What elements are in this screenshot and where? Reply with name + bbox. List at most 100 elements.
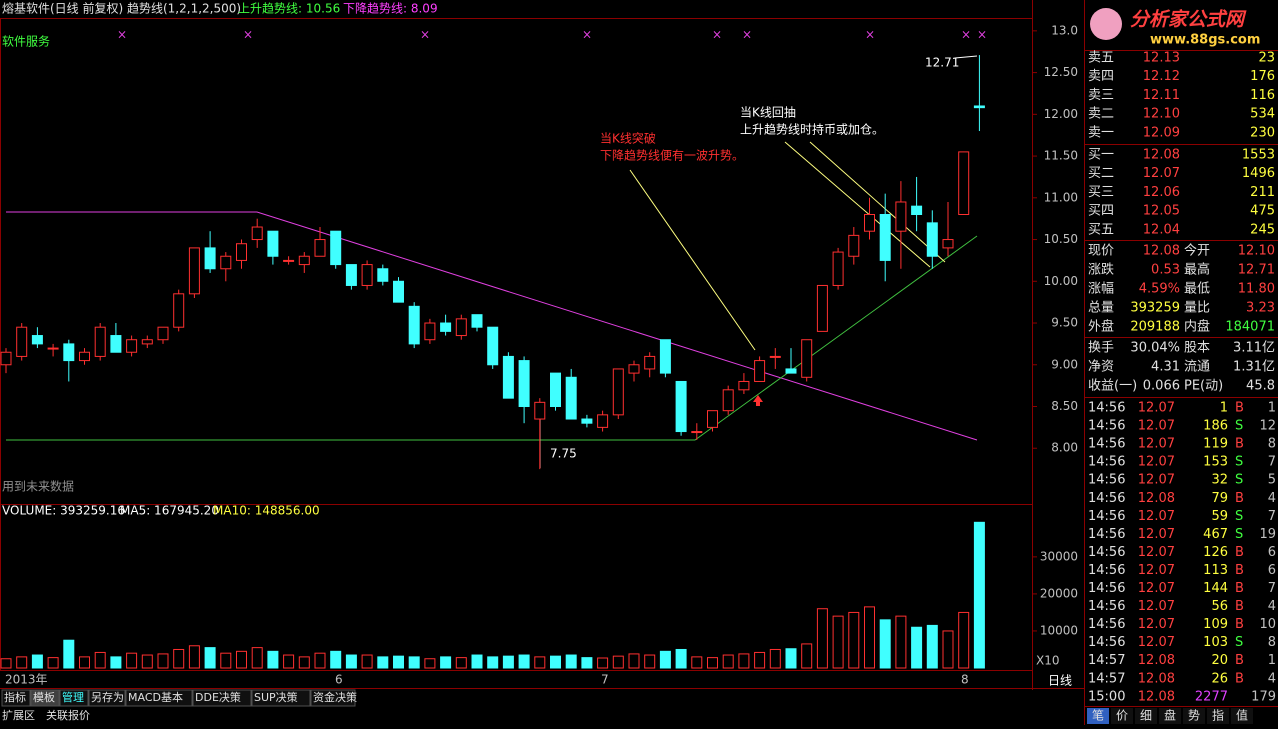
- tick-volume: 109: [1203, 617, 1228, 632]
- tab-label[interactable]: 细: [1140, 709, 1152, 723]
- tab[interactable]: [1111, 708, 1133, 724]
- tick-time: 14:56: [1088, 401, 1125, 416]
- candle-body: [455, 318, 467, 337]
- volume-bar: [283, 654, 295, 669]
- period: 日线: [1048, 674, 1072, 688]
- candle-body: [597, 414, 609, 428]
- tab-label[interactable]: DDE决策: [195, 690, 241, 704]
- volume-bar: [440, 656, 452, 669]
- tick-price: 12.08: [1138, 671, 1175, 686]
- tab-label[interactable]: 值: [1236, 708, 1248, 723]
- book-label: 买三: [1088, 185, 1114, 200]
- tab[interactable]: [1207, 708, 1229, 724]
- tick-volume: 467: [1203, 527, 1228, 542]
- tick-side: B: [1235, 617, 1244, 632]
- tab-label[interactable]: 模板: [33, 690, 55, 704]
- tab-label[interactable]: 指标: [4, 690, 26, 704]
- x-tick-label: 8: [961, 673, 969, 687]
- tab[interactable]: [1, 689, 31, 707]
- tab[interactable]: [192, 689, 252, 707]
- tab-label[interactable]: 笔: [1092, 708, 1104, 723]
- quote-label: 外盘: [1088, 319, 1114, 335]
- future-note: 用到未来数据: [2, 479, 74, 494]
- book-price: 12.04: [1143, 222, 1180, 237]
- volume-bar: [911, 626, 923, 669]
- tick-side: B: [1235, 401, 1244, 416]
- candle-body: [801, 339, 813, 378]
- volume-bar: [79, 656, 90, 669]
- candle-body: [47, 347, 59, 350]
- tick-time: 14:57: [1088, 653, 1125, 668]
- tab-label[interactable]: 另存为: [91, 690, 124, 704]
- logo-icon: [1090, 8, 1122, 40]
- quote-value: 3.23: [1246, 301, 1275, 316]
- ma10-label: MA10: 148856.00: [213, 504, 320, 518]
- tab-label[interactable]: 盘: [1164, 708, 1176, 723]
- quote-label: 今开: [1184, 243, 1210, 259]
- quote-value: 12.08: [1143, 244, 1180, 259]
- tab[interactable]: [310, 689, 356, 707]
- tab[interactable]: [1231, 708, 1253, 724]
- candle-body: [283, 259, 295, 262]
- tab[interactable]: [251, 689, 311, 707]
- tick-price: 12.07: [1138, 599, 1175, 614]
- tab-label[interactable]: SUP决策: [254, 690, 298, 704]
- tick-price: 12.07: [1138, 509, 1175, 524]
- candle-body: [204, 247, 216, 270]
- tab[interactable]: [30, 689, 60, 707]
- volume-bar: [377, 656, 389, 669]
- volume-bar: [581, 657, 593, 669]
- volume-bar: [958, 611, 970, 669]
- tab-label[interactable]: 资金决策: [313, 690, 357, 704]
- book-price: 12.08: [1143, 148, 1180, 163]
- annotation: 上升趋势线时持币或加仓。: [740, 122, 884, 137]
- volume-bar: [769, 648, 781, 669]
- tab[interactable]: [59, 689, 89, 707]
- volume-bar: [691, 656, 703, 669]
- tick-time: 14:56: [1088, 473, 1125, 488]
- volume-bar: [801, 643, 813, 669]
- book-label: 买二: [1088, 166, 1114, 181]
- candle-body: [487, 326, 499, 366]
- volume-bar: [31, 654, 43, 669]
- tab[interactable]: [1183, 708, 1205, 724]
- tick-side: B: [1235, 491, 1244, 506]
- tab-label[interactable]: 指: [1212, 708, 1224, 723]
- quote-value: 4.31: [1151, 360, 1180, 375]
- tab[interactable]: [1087, 708, 1109, 724]
- candle-body: [518, 360, 530, 408]
- tick-time: 14:56: [1088, 599, 1125, 614]
- candle-body: [628, 364, 640, 374]
- tab-label[interactable]: 价: [1116, 709, 1128, 723]
- volume-bar: [754, 651, 766, 669]
- tick-count: 1: [1268, 401, 1276, 416]
- tab-label[interactable]: 扩展区: [2, 708, 35, 722]
- tab[interactable]: [88, 689, 126, 707]
- y-tick-label: 11.00: [1044, 190, 1078, 204]
- volume-bar: [408, 656, 420, 669]
- tab[interactable]: [1135, 708, 1157, 724]
- tab[interactable]: [1159, 708, 1181, 724]
- tab[interactable]: [125, 689, 193, 707]
- quote-value: 12.10: [1238, 244, 1275, 259]
- tick-count: 8: [1268, 437, 1276, 452]
- candle-body: [63, 343, 75, 362]
- candle-body: [157, 326, 169, 341]
- candle-body: [361, 264, 373, 286]
- tab-label[interactable]: 管理: [62, 690, 84, 704]
- quote-value: 30.04%: [1130, 341, 1180, 356]
- annotation: 当K线突破: [600, 131, 656, 146]
- tick-count: 12: [1259, 419, 1276, 434]
- tick-price: 12.08: [1138, 491, 1175, 506]
- quote-value: 4.59%: [1139, 282, 1180, 297]
- tick-time: 14:56: [1088, 563, 1125, 578]
- tab-label[interactable]: MACD基本: [128, 690, 183, 704]
- book-volume: 211: [1250, 185, 1275, 200]
- tab-label[interactable]: 关联报价: [46, 708, 90, 722]
- tab-label[interactable]: 势: [1188, 709, 1200, 723]
- candle-body: [126, 339, 138, 353]
- x-mark: ×: [865, 28, 875, 42]
- volume-bar: [879, 619, 891, 669]
- candle-body: [94, 326, 106, 357]
- tick-count: 4: [1268, 491, 1276, 506]
